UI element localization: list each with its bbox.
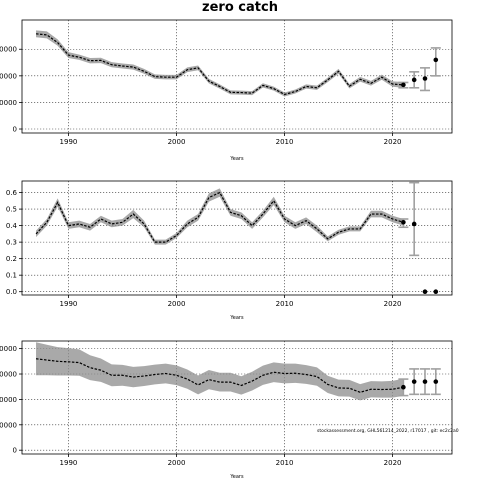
x-tick-label: 1990 (60, 459, 78, 467)
x-axis-label: Years (229, 315, 244, 321)
projection-point (401, 82, 406, 88)
x-tick-label: 2010 (276, 300, 294, 308)
y-tick-label: 0.5 (6, 206, 17, 214)
y-tick-label: 0.3 (6, 239, 17, 247)
x-tick-label: 1990 (60, 300, 78, 308)
y-tick-label: 40000 (0, 345, 17, 353)
estimate-line (35, 191, 404, 243)
projection-point (433, 379, 439, 384)
plot-region (35, 30, 441, 97)
y-tick-label: 30000 (0, 371, 17, 379)
credit-annotation: stockassessment.org, GHL561214_2022, r17… (317, 428, 459, 434)
projection-point (411, 221, 417, 227)
confidence-band (36, 30, 404, 97)
projection-point (401, 384, 406, 390)
plot-region (35, 342, 441, 401)
y-tick-label: 0.0 (6, 288, 17, 296)
estimate-line (35, 33, 404, 96)
projection-point (411, 379, 417, 384)
confidence-band (36, 342, 404, 401)
y-tick-label: 10000 (0, 99, 17, 107)
x-tick-label: 2010 (276, 459, 294, 467)
confidence-band (36, 188, 404, 245)
plot-region (35, 181, 439, 294)
y-tick-label: 0 (13, 126, 17, 134)
y-tick-label: 30000 (0, 46, 17, 54)
figure-title: zero catch (202, 0, 278, 15)
x-tick-label: 2020 (384, 459, 402, 467)
projection-point (422, 76, 428, 81)
projection-point (433, 57, 439, 63)
y-tick-label: 10000 (0, 421, 17, 429)
y-tick-label: 0.4 (6, 222, 18, 230)
x-axis-label: Years (229, 474, 244, 480)
x-tick-label: 2020 (384, 300, 402, 308)
x-tick-label: 2000 (168, 459, 186, 467)
x-tick-label: 1990 (60, 138, 78, 146)
panel-frame (21, 180, 453, 296)
panel-2: 1990 2000 2010 2020 0.0 0.1 0.2 0.3 0.4 0.5 0.6 Yea… (6, 180, 453, 321)
x-tick-label: 2020 (384, 138, 402, 146)
x-tick-label: 2000 (168, 300, 186, 308)
projection-point (433, 289, 439, 294)
projection-point (401, 220, 406, 225)
x-tick-label: 2010 (276, 138, 294, 146)
panel-frame (21, 340, 453, 455)
y-tick-label: 0.2 (6, 255, 17, 263)
y-tick-label: 0 (13, 447, 17, 455)
y-tick-label: 0.6 (6, 189, 18, 197)
x-tick-label: 2000 (168, 138, 186, 146)
x-axis-label: Years (229, 156, 244, 162)
projection-point (422, 379, 428, 384)
projection-point (411, 77, 417, 83)
panel-frame (21, 19, 453, 134)
y-tick-label: 0.1 (6, 272, 17, 280)
projection-point (422, 289, 428, 294)
